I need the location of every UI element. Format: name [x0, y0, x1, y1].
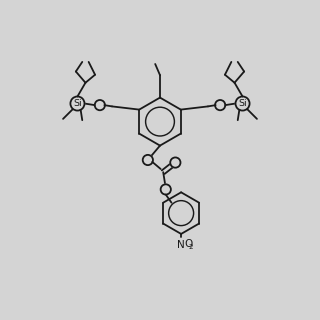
Text: Si: Si — [238, 99, 247, 108]
Circle shape — [161, 184, 171, 195]
Circle shape — [169, 201, 194, 226]
Circle shape — [215, 100, 225, 110]
Text: 2: 2 — [189, 244, 193, 250]
Circle shape — [143, 155, 153, 165]
Circle shape — [236, 97, 250, 111]
Text: O: O — [185, 239, 193, 249]
Text: N: N — [177, 240, 184, 250]
Circle shape — [70, 97, 84, 111]
Circle shape — [146, 107, 174, 136]
Circle shape — [170, 157, 180, 168]
Text: Si: Si — [73, 99, 82, 108]
Circle shape — [95, 100, 105, 110]
